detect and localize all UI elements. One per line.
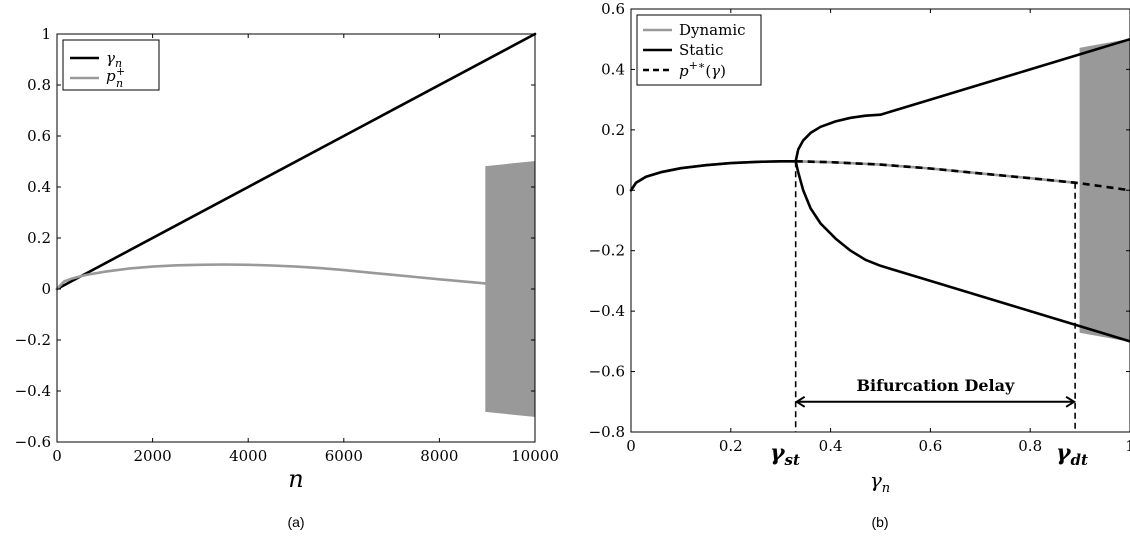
delay-label: Bifurcation Delay (856, 376, 1015, 395)
y-tick-label: −0.8 (589, 423, 625, 441)
legend-label-p-n: p (106, 67, 116, 85)
series-line-static-branch-2 (794, 160, 1130, 343)
x-tick-label: 4000 (229, 447, 267, 465)
x-axis-label-b: γn (870, 468, 890, 496)
legend-p-sup: + (116, 65, 125, 78)
chart-a: 0 2000 4000 6000 8000 10000 −0.6−0.4−0.200.20… (15, 25, 559, 530)
oscillation-band-b (1079, 38, 1130, 342)
gamma-st-label: γst (770, 440, 800, 469)
series-line--n (55, 32, 537, 291)
legend-label-static: Static (679, 41, 723, 59)
y-tick-label: 0.4 (27, 178, 51, 196)
y-ticks-a: −0.6 −0.4 −0.2 0 0.2 0.4 0.6 0.8 1 (15, 25, 535, 451)
caption-b: (b) (871, 514, 888, 530)
y-tick-label: 0.6 (601, 0, 625, 18)
legend-label-gamma-n: γn (106, 49, 122, 70)
series-group-b (629, 37, 1130, 343)
x-tick-label: 0.4 (819, 437, 843, 455)
legend-p-base: p (106, 67, 116, 85)
x-tick-label: 0 (52, 447, 62, 465)
y-tick-label: 1 (41, 25, 51, 43)
y-tick-label: 0.6 (27, 127, 51, 145)
x-tick-label: 0.8 (1018, 437, 1042, 455)
oscillation-band-fill (1079, 38, 1130, 342)
oscillation-band-fill (485, 160, 536, 418)
y-tick-label: −0.4 (15, 382, 51, 400)
x-tick-label: 2000 (134, 447, 172, 465)
legend-box-a (62, 39, 160, 91)
y-tick-label: 0 (41, 280, 51, 298)
y-tick-label: 0.8 (27, 76, 51, 94)
x-tick-label: 6000 (325, 447, 363, 465)
legend-gamma-sub: n (115, 57, 122, 70)
y-tick-label: −0.2 (15, 331, 51, 349)
plot-frame-a (56, 33, 536, 443)
series-line-p- (795, 160, 1130, 192)
y-ticks-b: −0.8 −0.6 −0.4 −0.2 0 0.2 0.4 0.6 (589, 0, 1130, 441)
x-tick-label: 0.6 (918, 437, 942, 455)
y-tick-label: −0.2 (589, 242, 625, 260)
x-ticks-a: 0 2000 4000 6000 8000 10000 (52, 34, 559, 465)
series-line-static-branch-0 (629, 160, 798, 192)
series-line-static-branch-1 (794, 37, 1130, 163)
delay-arrow-head-right (1065, 395, 1076, 408)
plot-frame-b (630, 8, 1130, 433)
x-tick-label: 0.2 (719, 437, 743, 455)
chart-b: 0 0.2 0.4 0.6 0.8 1 −0.8 −0.6 −0.4 −0.2 0 0.2 0.4 0.… (589, 0, 1130, 530)
y-tick-label: 0 (615, 181, 625, 199)
x-axis-label-a: n (288, 465, 303, 493)
legend-a: γn p + n (62, 39, 160, 91)
series-line-pn- (55, 263, 487, 291)
legend-gamma-base: γ (106, 49, 115, 67)
y-tick-label: −0.6 (589, 363, 625, 381)
bifurcation-delay-annotation: Bifurcation Delay (794, 376, 1076, 408)
legend-p-sub: n (116, 77, 123, 90)
gamma-dt-label: γdt (1056, 440, 1088, 469)
y-tick-label: −0.4 (589, 302, 625, 320)
y-tick-label: 0.4 (601, 60, 625, 78)
x-tick-label: 0 (626, 437, 636, 455)
legend-b: Dynamic Static p+∗(γ) (636, 14, 762, 86)
y-tick-label: 0.2 (27, 229, 51, 247)
y-tick-label: 0.2 (601, 121, 625, 139)
oscillation-band-a (485, 160, 536, 418)
series-group-a (55, 32, 537, 291)
delay-arrow-head-left (794, 395, 806, 408)
x-tick-label: 8000 (420, 447, 458, 465)
x-tick-label: 10000 (511, 447, 559, 465)
threshold-lines-b (794, 161, 1076, 432)
caption-a: (a) (287, 514, 304, 530)
x-tick-label: 1 (1125, 437, 1130, 455)
x-ticks-b: 0 0.2 0.4 0.6 0.8 1 (626, 9, 1130, 455)
legend-label-dynamic: Dynamic (679, 21, 746, 39)
y-tick-label: −0.6 (15, 433, 51, 451)
